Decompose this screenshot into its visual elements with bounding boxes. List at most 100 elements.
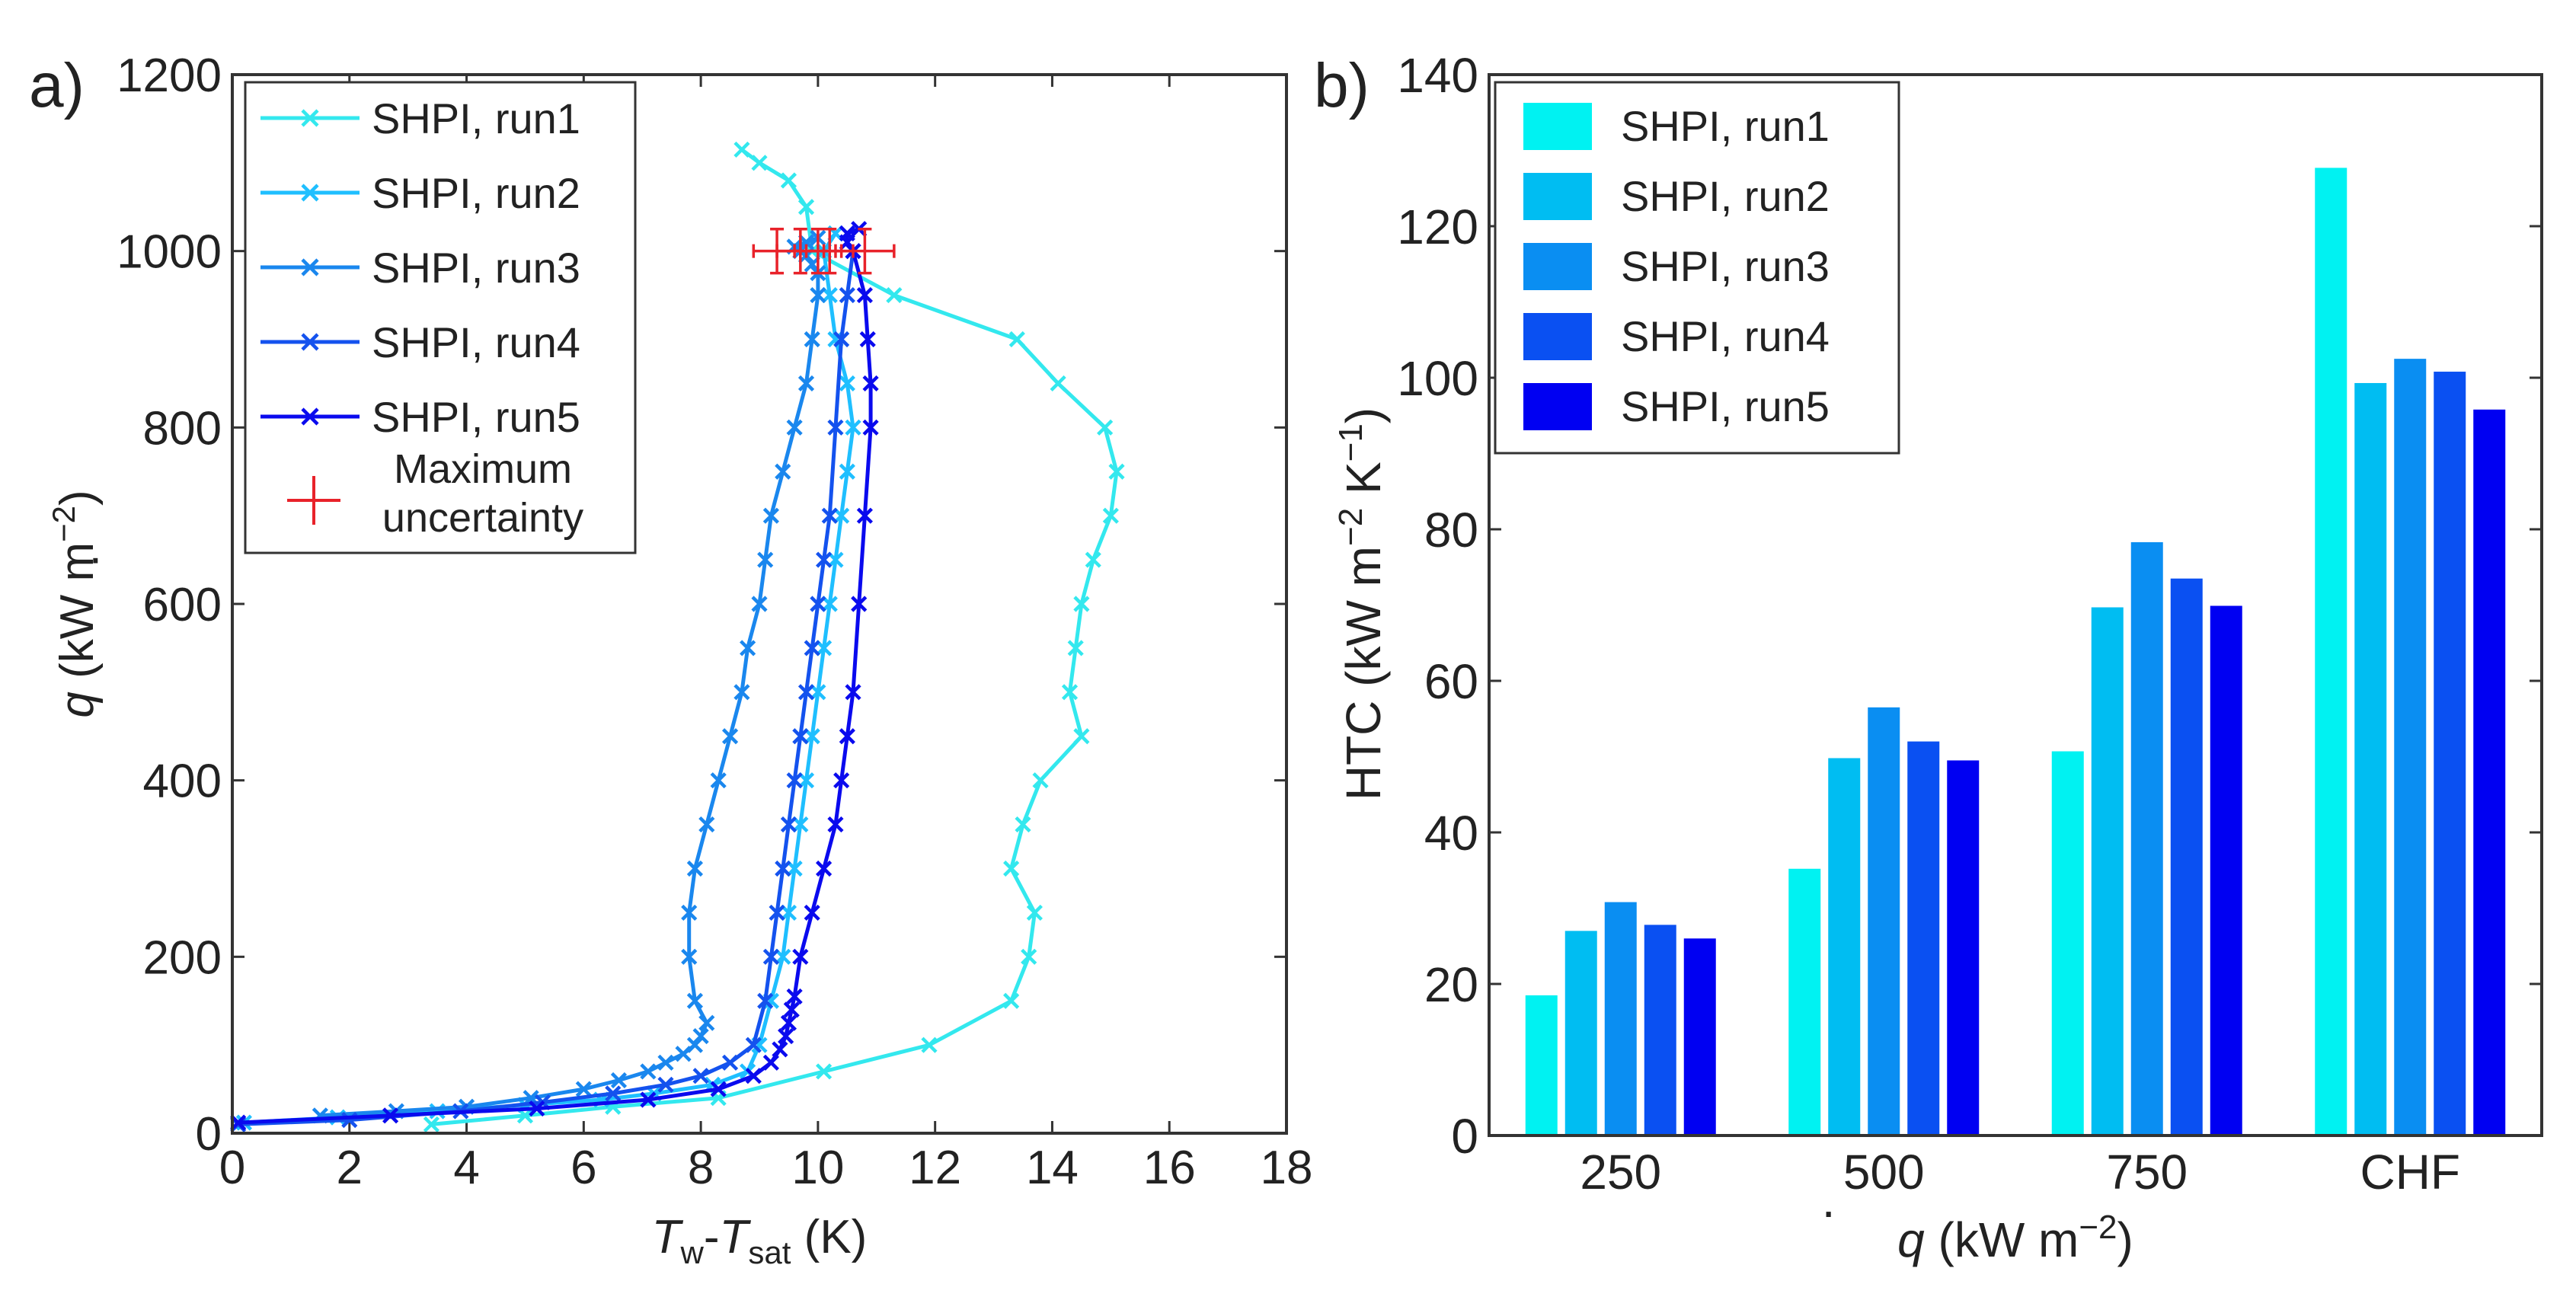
- series-1: [423, 141, 1125, 1133]
- panel-b-y-exp1: −2: [1332, 508, 1369, 546]
- panel-a-x-sub1: w: [680, 1235, 705, 1270]
- y-tick-label: 20: [1424, 957, 1478, 1012]
- bar: [1828, 758, 1861, 1136]
- data-point: [815, 1063, 833, 1080]
- data-point: [815, 860, 833, 877]
- data-point: [681, 904, 698, 921]
- legend-label: SHPI, run2: [372, 169, 580, 217]
- legend-marker: [301, 258, 319, 276]
- data-point: [797, 375, 815, 392]
- x-tick-label: 4: [453, 1142, 479, 1194]
- data-point: [804, 331, 820, 348]
- bar: [2434, 372, 2466, 1136]
- x-tick-label: 0: [219, 1142, 245, 1194]
- legend-color-swatch: [1523, 313, 1592, 360]
- y-tick-label: 600: [143, 579, 222, 631]
- panel-b-ticks: 0 20 40 60 80 100 120 140 250 500 750 CHF: [1397, 48, 2542, 1199]
- data-point: [780, 172, 797, 189]
- data-point: [833, 772, 850, 789]
- data-point: [797, 199, 815, 216]
- data-point: [856, 286, 873, 304]
- data-point: [692, 1027, 709, 1045]
- data-point: [1032, 772, 1049, 789]
- data-point: [862, 419, 879, 436]
- panel-a-label: a): [29, 51, 85, 120]
- bar: [2091, 607, 2124, 1136]
- bar: [2354, 382, 2387, 1136]
- legend-entry-1: SHPI, run1: [1523, 102, 1830, 150]
- panel-a-ticks: 0 2 4 6 8 10 12 14 16 18 0 200 400 600 800 1000 1200: [117, 50, 1312, 1194]
- data-point: [745, 1068, 762, 1084]
- data-point: [839, 375, 855, 392]
- data-point: [640, 1063, 657, 1080]
- data-point: [856, 507, 873, 524]
- data-point: [851, 596, 868, 612]
- legend-entry-3: SHPI, run3: [260, 244, 580, 292]
- data-point: [657, 1054, 674, 1071]
- panel-a-y-axis-label: q (kW m−2): [46, 490, 104, 717]
- legend-color-swatch: [1523, 243, 1592, 290]
- error-bar: [804, 227, 855, 275]
- panel-b-y-axis-label: HTC (kW m−2 K−1): [1332, 407, 1391, 800]
- data-point: [1073, 596, 1090, 612]
- bar: [2170, 578, 2203, 1136]
- panel-a-y-symbol: q: [51, 692, 104, 718]
- panel-a-x-sub2: sat: [748, 1235, 791, 1270]
- panel-b-x-axis-label: q (kW m−2): [1897, 1209, 2133, 1267]
- legend-marker: [301, 109, 319, 127]
- bar-group-CHF: [2315, 168, 2506, 1136]
- x-tick-label: 10: [791, 1142, 844, 1194]
- data-point: [921, 1036, 938, 1053]
- panel-b-legend: SHPI, run1 SHPI, run2 SHPI, run3 SHPI, run4…: [1494, 81, 1900, 455]
- data-point: [757, 992, 774, 1009]
- data-point: [804, 904, 820, 921]
- x-tick-label: 14: [1026, 1142, 1079, 1194]
- y-tick-label: 200: [143, 931, 222, 984]
- legend-color-swatch: [1523, 173, 1592, 220]
- bar: [2051, 751, 2084, 1136]
- y-tick-label: 140: [1397, 48, 1478, 103]
- data-point: [698, 816, 715, 833]
- data-point: [792, 948, 809, 965]
- data-point: [780, 904, 797, 921]
- y-tick-label: 60: [1424, 654, 1478, 709]
- bar: [1683, 938, 1716, 1136]
- panel-a-error-bars: [752, 227, 896, 275]
- legend-label: SHPI, run5: [1621, 382, 1830, 430]
- bar: [1525, 995, 1558, 1136]
- data-point: [1050, 375, 1066, 392]
- panel-b-y-close: ): [1336, 407, 1391, 423]
- y-tick-label: 120: [1397, 200, 1478, 254]
- bar: [2473, 409, 2506, 1136]
- data-point: [845, 419, 861, 436]
- panel-a-y-dot-accent: ·: [88, 532, 104, 584]
- panel-b-label: b): [1314, 51, 1369, 120]
- panel-a-series: [230, 141, 1125, 1133]
- panel-a-plot-frame: [231, 73, 1288, 1135]
- error-bar: [834, 227, 896, 275]
- panel-b-y-main: HTC (kW m: [1336, 546, 1391, 800]
- x-tick-label: 12: [909, 1142, 961, 1194]
- data-point: [797, 772, 815, 789]
- data-point: [1067, 640, 1084, 656]
- x-tick-label: 750: [2106, 1145, 2188, 1199]
- data-point: [751, 596, 768, 612]
- data-point: [792, 816, 809, 833]
- data-point: [721, 728, 739, 745]
- panel-b-x-unit: (kW m: [1925, 1212, 2079, 1267]
- data-point: [839, 286, 855, 304]
- data-point: [810, 684, 826, 701]
- panel-b-plot-frame: [1488, 73, 2543, 1137]
- panel-a-legend: SHPI, run1 SHPI, run2 SHPI, run3 SHPI, run4…: [244, 81, 637, 554]
- data-point: [1108, 463, 1125, 480]
- data-point: [640, 1091, 657, 1108]
- data-point: [740, 640, 756, 656]
- data-point: [833, 507, 850, 524]
- data-point: [710, 1081, 727, 1097]
- x-tick-label: 6: [570, 1142, 596, 1194]
- data-point: [1015, 816, 1031, 833]
- data-point: [845, 684, 861, 701]
- data-point: [839, 225, 855, 242]
- data-point: [686, 992, 704, 1009]
- data-point: [839, 463, 855, 480]
